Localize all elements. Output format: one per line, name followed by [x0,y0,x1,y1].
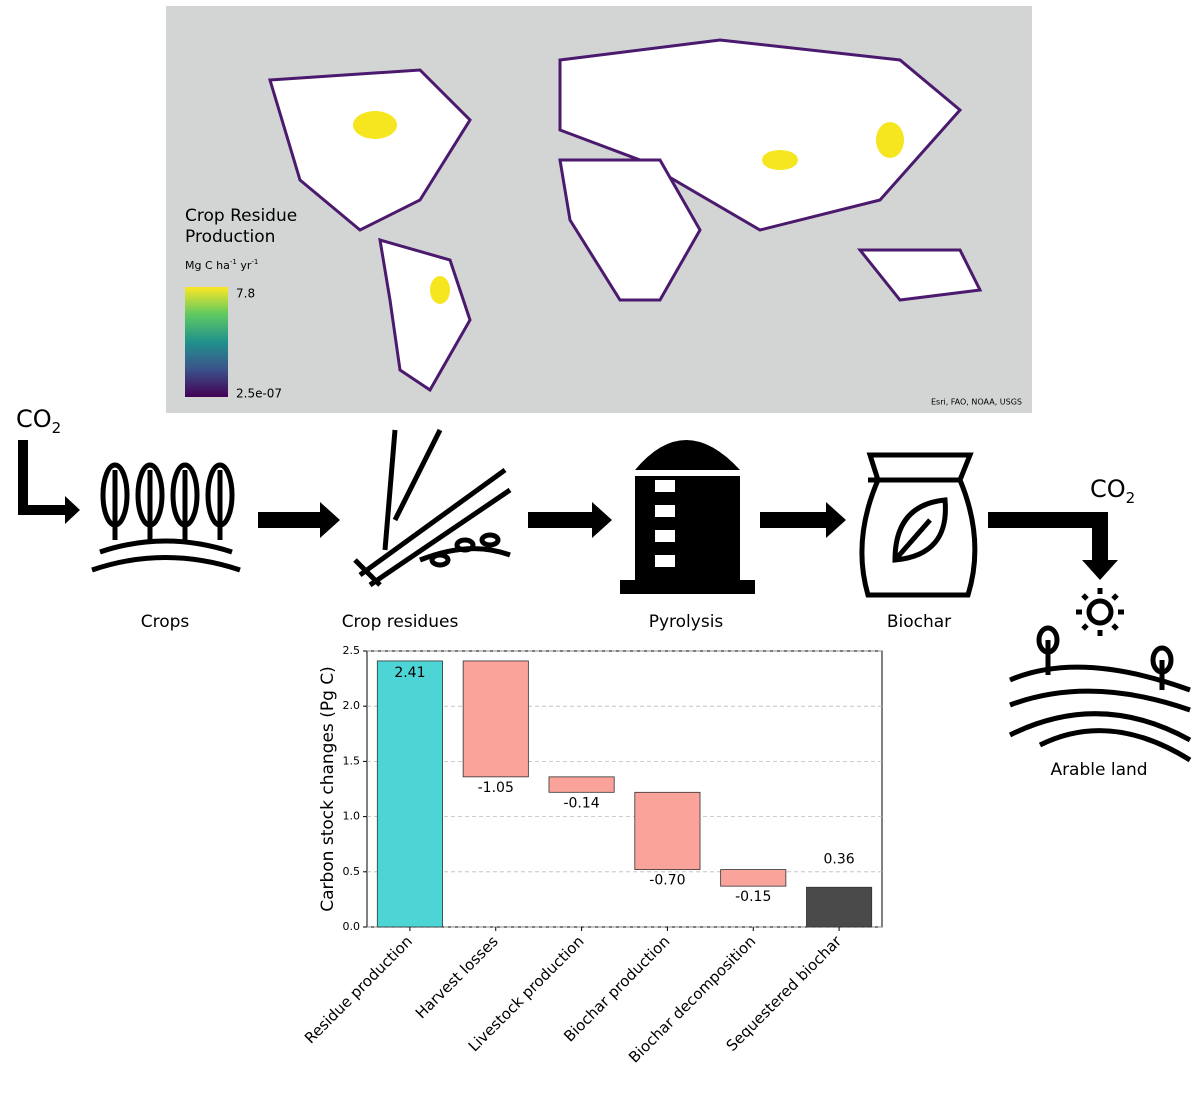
plot-frame [366,650,883,928]
x-tick-label: Residue production [301,932,416,1047]
flow-arrows [18,440,1118,580]
value-label: 0.36 [823,851,854,867]
colorbar [185,287,228,397]
icon-crops [91,462,241,573]
flow-node-label: Pyrolysis [649,612,724,632]
co2-subscript: 2 [1126,489,1136,507]
x-tick-label: Harvest losses [412,932,502,1022]
legend-unit-part: -1 [230,258,237,266]
flow-node-label: Arable land [1050,760,1147,780]
flow-node-label: Crop residues [342,612,459,632]
map-attribution: Esri, FAO, NOAA, USGS [931,398,1022,407]
co2-subscript: 2 [52,419,62,437]
legend-min: 2.5e-07 [236,387,282,401]
bar [462,660,529,778]
co2-label: CO2 [1090,475,1135,507]
value-label: -0.15 [735,889,771,905]
legend-unit-part: Mg C ha [185,259,230,272]
legend-title: Production [185,227,275,247]
legend-unit-part: -1 [251,258,258,266]
icon-pyrolysis [620,440,755,594]
value-label: -1.05 [478,780,514,796]
y-tick-label: 1.5 [343,754,361,767]
bar [806,886,873,928]
icon-arable-land [1008,588,1192,763]
icon-residues [353,428,512,588]
value-label: 2.41 [394,665,425,681]
y-axis-label: Carbon stock changes (Pg C) [318,666,338,912]
land [268,38,983,393]
legend-max: 7.8 [236,287,255,301]
icon-biochar [859,452,978,598]
value-label: -0.14 [563,795,599,811]
legend-title: Crop Residue [185,206,297,226]
flow-node-label: Crops [141,612,190,632]
co2-text: CO [16,405,52,433]
bar [548,776,615,793]
co2-text: CO [1090,475,1126,503]
map [166,6,1032,413]
legend-unit-part: yr [237,259,252,272]
bar [634,791,701,870]
hotspots [353,111,904,304]
y-tick-label: 0.0 [343,920,361,933]
y-tick-label: 2.5 [343,644,361,657]
value-label: -0.70 [649,873,685,889]
legend-unit: Mg C ha-1 yr-1 [185,258,258,272]
y-tick-label: 2.0 [343,699,361,712]
bar [376,660,443,928]
y-tick-label: 1.0 [343,810,361,823]
co2-label: CO2 [16,405,61,437]
y-tick-label: 0.5 [343,865,361,878]
flow-node-label: Biochar [887,612,951,632]
bar [720,869,787,887]
